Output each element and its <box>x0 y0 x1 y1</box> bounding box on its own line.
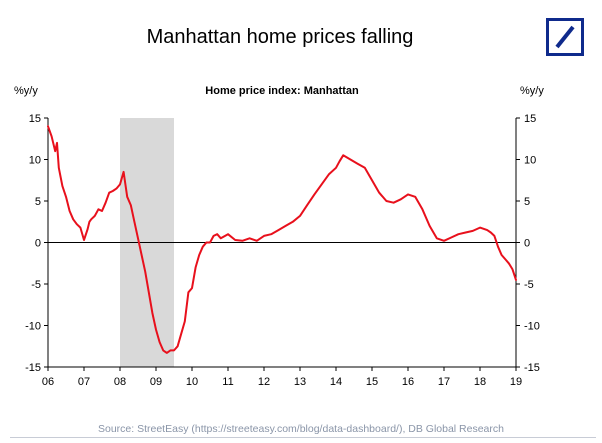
y-tick-label-left: 15 <box>29 113 41 125</box>
source-note: Source: StreetEasy (https://streeteasy.c… <box>97 423 504 435</box>
x-tick-label: 14 <box>330 376 342 388</box>
x-tick-label: 08 <box>114 376 126 388</box>
y-tick-label-right: 5 <box>524 196 530 208</box>
x-tick-label: 17 <box>438 376 450 388</box>
x-tick-label: 13 <box>294 376 306 388</box>
x-tick-label: 09 <box>150 376 162 388</box>
y-axis-label-left: %y/y <box>14 85 38 97</box>
x-tick-label: 10 <box>186 376 198 388</box>
y-tick-label-left: -10 <box>25 321 41 333</box>
y-tick-label-left: 5 <box>35 196 41 208</box>
x-tick-label: 07 <box>78 376 90 388</box>
y-tick-label-right: -15 <box>524 362 540 374</box>
y-tick-label-right: 15 <box>524 113 536 125</box>
x-tick-label: 19 <box>510 376 522 388</box>
chart-plot: Home price index: Manhattan %y/y %y/y 15… <box>14 85 544 388</box>
y-axis-label-right: %y/y <box>520 85 544 97</box>
y-tick-label-left: 0 <box>35 238 41 250</box>
chart-subtitle: Home price index: Manhattan <box>205 85 359 97</box>
y-tick-label-right: 10 <box>524 155 536 167</box>
x-tick-label: 15 <box>366 376 378 388</box>
y-tick-label-right: -5 <box>524 279 534 291</box>
x-tick-label: 18 <box>474 376 486 388</box>
y-tick-label-right: 0 <box>524 238 530 250</box>
y-tick-label-right: -10 <box>524 321 540 333</box>
footer-rule <box>10 437 596 438</box>
x-tick-label: 06 <box>42 376 54 388</box>
y-tick-label-left: -5 <box>31 279 41 291</box>
y-tick-label-left: -15 <box>25 362 41 374</box>
series-line-0 <box>47 125 517 354</box>
deutsche-bank-logo-icon <box>546 18 584 56</box>
x-tick-label: 12 <box>258 376 270 388</box>
x-tick-label: 16 <box>402 376 414 388</box>
chart-main-title: Manhattan home prices falling <box>146 26 414 48</box>
x-tick-label: 11 <box>222 376 233 388</box>
y-tick-label-left: 10 <box>29 155 41 167</box>
